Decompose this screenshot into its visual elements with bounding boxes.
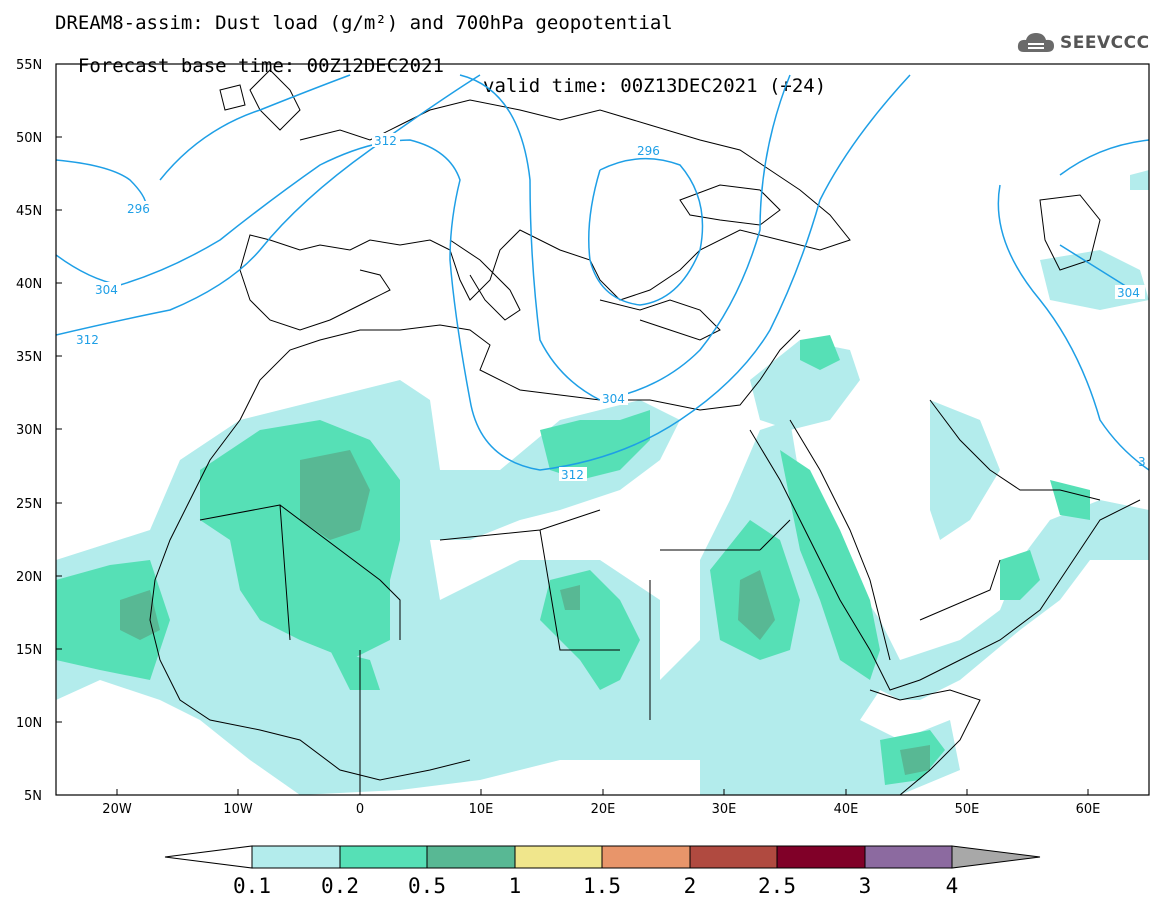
lat-label: 5N bbox=[24, 789, 42, 804]
longitude-axis bbox=[116, 789, 1089, 795]
colorbar-swatch bbox=[339, 845, 428, 869]
contour-312 bbox=[56, 74, 911, 471]
contour-label: 312 bbox=[374, 134, 397, 148]
colorbar-swatch bbox=[514, 845, 603, 869]
contour-label: 304 bbox=[95, 283, 118, 297]
lon-label: 0 bbox=[356, 802, 364, 817]
lon-label: 10W bbox=[223, 802, 253, 817]
cloud-icon bbox=[1017, 33, 1054, 52]
uk-coast bbox=[249, 69, 301, 131]
latitude-axis bbox=[56, 63, 62, 796]
lon-label: 10E bbox=[469, 802, 494, 817]
colorbar-label: 0.1 bbox=[233, 874, 271, 898]
italy-coast bbox=[449, 239, 521, 321]
contour-label: 312 bbox=[561, 468, 584, 482]
base-time: Forecast base time: 00Z12DEC2021 bbox=[77, 55, 444, 77]
lon-label: 20E bbox=[591, 802, 616, 817]
contour-304-east bbox=[997, 184, 1149, 471]
seevccc-logo: SEEVCCC bbox=[1016, 30, 1150, 56]
lon-label: 50E bbox=[955, 802, 980, 817]
lat-label: 55N bbox=[16, 58, 42, 73]
contour-296-west bbox=[56, 74, 351, 211]
colorbar-swatch bbox=[251, 845, 341, 869]
colorbar-label: 0.5 bbox=[408, 874, 446, 898]
colorbar-label: 1 bbox=[509, 874, 522, 898]
logo-text: SEEVCCC bbox=[1060, 33, 1150, 53]
lat-label: 40N bbox=[16, 277, 42, 292]
contour-296-low bbox=[588, 157, 704, 306]
europe-coast bbox=[239, 99, 851, 331]
dust-load-field bbox=[56, 170, 1149, 795]
lat-label: 25N bbox=[16, 497, 42, 512]
arabia-west-coast bbox=[789, 419, 891, 661]
greece-coast bbox=[599, 299, 721, 341]
contour-label: 296 bbox=[637, 144, 660, 158]
longitude-labels: 20W 10W 0 10E 20E 30E 40E 50E 60E bbox=[102, 802, 1100, 817]
colorbar-label: 2.5 bbox=[758, 874, 796, 898]
contour-label: 312 bbox=[76, 333, 99, 347]
map-title: DREAM8-assim: Dust load (g/m²) and 700hP… bbox=[55, 12, 673, 34]
lat-label: 30N bbox=[16, 423, 42, 438]
lat-label: 45N bbox=[16, 204, 42, 219]
colorbar-label: 4 bbox=[946, 874, 959, 898]
contour-label: 3 bbox=[1138, 455, 1146, 469]
lat-label: 50N bbox=[16, 131, 42, 146]
lat-label: 15N bbox=[16, 643, 42, 658]
west-africa-coast bbox=[149, 419, 471, 781]
horn-africa-coast bbox=[869, 689, 981, 795]
lon-label: 20W bbox=[102, 802, 132, 817]
lat-label: 35N bbox=[16, 350, 42, 365]
colorbar-swatch bbox=[601, 845, 691, 869]
lon-label: 60E bbox=[1076, 802, 1101, 817]
contour-label: 304 bbox=[602, 392, 625, 406]
north-africa-coast bbox=[239, 324, 801, 421]
caspian-coast bbox=[1039, 194, 1101, 271]
lat-label: 10N bbox=[16, 716, 42, 731]
dust-dark-areas bbox=[120, 450, 930, 775]
country-borders bbox=[199, 504, 1001, 790]
colorbar-label: 0.2 bbox=[321, 874, 359, 898]
colorbar-label: 3 bbox=[859, 874, 872, 898]
contour-label: 304 bbox=[1117, 286, 1140, 300]
persian-gulf-coast bbox=[929, 399, 1101, 501]
colorbar-swatch bbox=[776, 845, 866, 869]
contour-label: 296 bbox=[127, 202, 150, 216]
lon-label: 30E bbox=[712, 802, 737, 817]
colorbar-swatch bbox=[426, 845, 516, 869]
colorbar-swatch bbox=[689, 845, 778, 869]
ireland-coast bbox=[219, 84, 246, 111]
colorbar-min-arrow bbox=[164, 845, 253, 869]
latitude-labels: 55N 50N 45N 40N 35N 30N 25N 20N 15N 10N … bbox=[16, 58, 42, 804]
lon-label: 40E bbox=[834, 802, 859, 817]
contour-label-group: 296 304 312 296 304 312 312 304 3 bbox=[74, 133, 1146, 482]
red-sea-coast bbox=[749, 429, 1141, 691]
colorbar bbox=[164, 845, 1041, 869]
colorbar-label: 1.5 bbox=[583, 874, 621, 898]
colorbar-labels: 0.1 0.2 0.5 1 1.5 2 2.5 3 4 bbox=[233, 874, 958, 898]
black-sea-coast bbox=[679, 184, 781, 226]
lat-label: 20N bbox=[16, 570, 42, 585]
contour-304 bbox=[459, 74, 791, 401]
contour-312-west bbox=[56, 74, 481, 336]
dust-medium-areas bbox=[56, 335, 1090, 785]
colorbar-swatch bbox=[864, 845, 953, 869]
colorbar-max-arrow bbox=[951, 845, 1041, 869]
coastlines-and-borders bbox=[149, 69, 1141, 795]
colorbar-label: 2 bbox=[684, 874, 697, 898]
